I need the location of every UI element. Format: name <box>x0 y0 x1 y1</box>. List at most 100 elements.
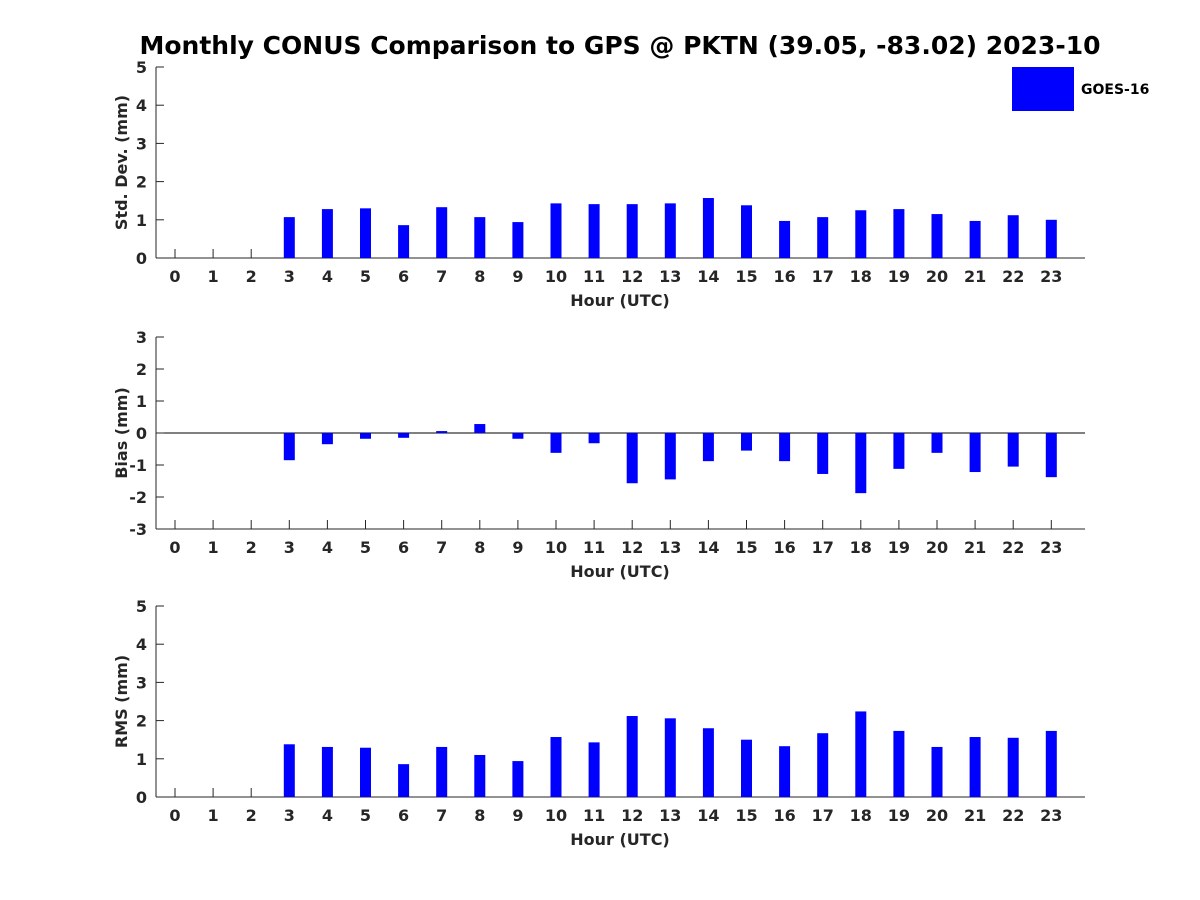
x-tick-label: 16 <box>773 538 795 557</box>
bar-hour-5 <box>360 208 371 258</box>
x-tick-label: 14 <box>697 267 719 286</box>
x-tick-label: 6 <box>398 806 409 825</box>
x-tick-label: 19 <box>888 538 910 557</box>
y-tick-label: 3 <box>136 134 147 153</box>
bar-hour-15 <box>741 739 752 797</box>
x-tick-label: 22 <box>1002 267 1024 286</box>
bar-hour-9 <box>512 433 524 439</box>
y-tick-label: 0 <box>136 424 147 443</box>
x-tick-label: 23 <box>1040 267 1062 286</box>
x-tick-label: 16 <box>773 267 795 286</box>
y-tick-label: 3 <box>136 673 147 692</box>
y-tick-label: 1 <box>136 211 147 230</box>
bar-hour-18 <box>855 210 867 258</box>
bar-hour-19 <box>893 730 905 797</box>
bar-hour-3 <box>283 744 295 797</box>
bar-hour-14 <box>702 728 714 797</box>
bar-hour-22 <box>1007 215 1019 258</box>
x-tick-label: 5 <box>360 538 371 557</box>
x-tick-label: 5 <box>360 806 371 825</box>
bar-hour-21 <box>969 737 981 797</box>
bar-hour-13 <box>664 433 676 480</box>
x-tick-label: 18 <box>850 267 872 286</box>
y-tick-label: 4 <box>136 635 147 654</box>
x-tick-label: 20 <box>926 267 948 286</box>
y-tick-label: 2 <box>136 360 147 379</box>
bar-hour-20 <box>931 433 943 453</box>
x-tick-label: 0 <box>169 806 180 825</box>
bar-hour-18 <box>855 433 867 494</box>
legend-swatch <box>1012 67 1074 111</box>
x-tick-label: 13 <box>659 267 681 286</box>
x-tick-label: 18 <box>850 806 872 825</box>
bar-hour-11 <box>588 204 600 258</box>
bar-hour-16 <box>779 220 791 258</box>
bar-hour-8 <box>474 424 486 433</box>
bar-hour-6 <box>398 225 410 258</box>
bar-hour-12 <box>626 433 638 484</box>
x-tick-label: 21 <box>964 267 986 286</box>
bar-hour-10 <box>550 203 562 258</box>
bar-hour-12 <box>626 716 638 797</box>
x-tick-label: 21 <box>964 538 986 557</box>
bar-hour-20 <box>931 746 943 797</box>
bar-hour-5 <box>360 747 371 797</box>
y-tick-label: -1 <box>129 456 147 475</box>
y-axis-label: Bias (mm) <box>112 387 131 479</box>
bar-hour-21 <box>969 220 981 258</box>
bar-hour-3 <box>283 433 295 461</box>
x-tick-label: 1 <box>208 267 219 286</box>
x-tick-label: 13 <box>659 538 681 557</box>
x-axis-label: Hour (UTC) <box>570 562 670 581</box>
x-tick-label: 6 <box>398 267 409 286</box>
bar-hour-13 <box>664 718 676 797</box>
x-tick-label: 19 <box>888 806 910 825</box>
bar-hour-7 <box>436 207 448 258</box>
x-tick-label: 6 <box>398 538 409 557</box>
x-tick-label: 20 <box>926 538 948 557</box>
x-tick-label: 19 <box>888 267 910 286</box>
bar-hour-23 <box>1045 219 1057 258</box>
x-tick-label: 9 <box>512 267 523 286</box>
x-tick-label: 23 <box>1040 806 1062 825</box>
bar-hour-4 <box>321 209 333 258</box>
x-tick-label: 9 <box>512 806 523 825</box>
x-tick-label: 10 <box>545 806 567 825</box>
x-tick-label: 3 <box>284 538 295 557</box>
y-tick-label: 2 <box>136 173 147 192</box>
x-tick-label: 4 <box>322 267 333 286</box>
bar-hour-10 <box>550 433 562 453</box>
y-tick-label: -2 <box>129 488 147 507</box>
legend-label: GOES-16 <box>1081 82 1149 98</box>
bar-hour-16 <box>779 433 791 462</box>
y-tick-label: 0 <box>136 788 147 807</box>
y-tick-label: 3 <box>136 328 147 347</box>
bar-hour-17 <box>817 217 829 258</box>
x-tick-label: 10 <box>545 538 567 557</box>
x-tick-label: 4 <box>322 538 333 557</box>
bar-hour-8 <box>474 217 486 258</box>
bar-hour-7 <box>436 431 448 433</box>
y-tick-label: 2 <box>136 712 147 731</box>
x-tick-label: 5 <box>360 267 371 286</box>
bar-hour-23 <box>1045 433 1057 478</box>
x-tick-label: 3 <box>284 806 295 825</box>
x-tick-label: 8 <box>474 267 485 286</box>
bar-hour-8 <box>474 754 486 797</box>
x-tick-label: 12 <box>621 806 643 825</box>
bar-hour-17 <box>817 433 829 474</box>
y-tick-label: 1 <box>136 750 147 769</box>
bar-hour-19 <box>893 209 905 258</box>
x-tick-label: 22 <box>1002 538 1024 557</box>
y-tick-label: -3 <box>129 520 147 539</box>
x-tick-label: 1 <box>208 806 219 825</box>
bar-hour-4 <box>321 746 333 797</box>
bar-hour-18 <box>855 711 867 797</box>
y-axis-label: Std. Dev. (mm) <box>112 95 131 230</box>
x-tick-label: 0 <box>169 538 180 557</box>
bar-hour-7 <box>436 746 448 797</box>
bar-hour-14 <box>702 433 714 462</box>
bar-hour-16 <box>779 746 791 797</box>
x-tick-label: 21 <box>964 806 986 825</box>
